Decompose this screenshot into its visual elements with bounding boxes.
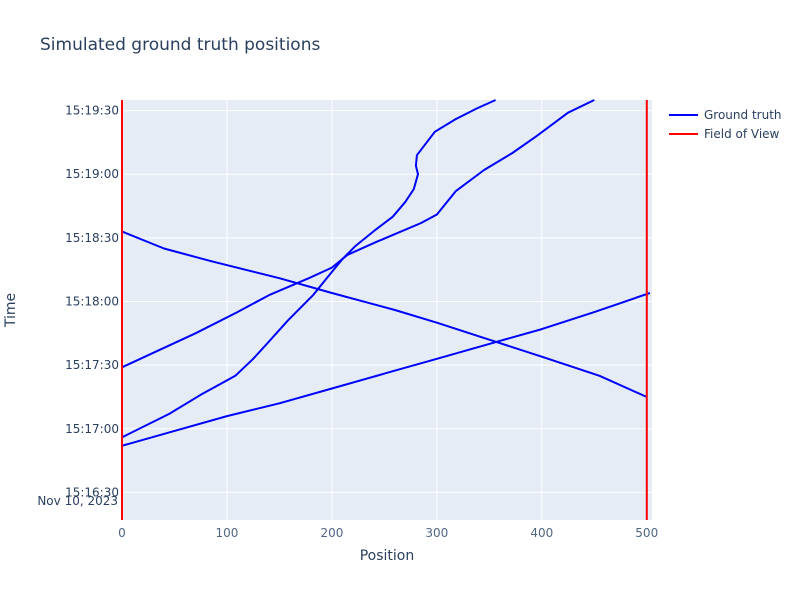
y-axis-label: Time	[3, 293, 19, 328]
series-line-ground-truth-3	[121, 292, 651, 447]
series-lines	[121, 99, 651, 520]
y-tick-label: 15:16:30	[65, 485, 119, 499]
x-tick-label: 500	[635, 526, 658, 540]
x-tick-label: 200	[320, 526, 343, 540]
legend-label-field-of-view: Field of View	[704, 127, 780, 141]
series-line-ground-truth-0	[121, 99, 497, 439]
y-tick-label: 15:19:00	[65, 167, 119, 181]
x-tick-labels: 0 100 200 300 400 500	[118, 526, 658, 540]
y-tick-label: 15:18:00	[65, 295, 119, 309]
y-tick-label: 15:19:30	[65, 104, 119, 118]
legend[interactable]: Ground truth Field of View	[669, 108, 782, 141]
y-tick-label: 15:18:30	[65, 231, 119, 245]
plot-background	[122, 100, 652, 520]
x-tick-label: 300	[425, 526, 448, 540]
y-tick-labels: 15:16:30 15:17:00 15:17:30 15:18:00 15:18:30…	[65, 104, 119, 500]
chart-title: Simulated ground truth positions	[40, 35, 320, 55]
x-tick-label: 100	[215, 526, 238, 540]
series-line-ground-truth-1	[121, 99, 595, 369]
series-line-ground-truth-2	[121, 230, 648, 398]
legend-label-ground-truth: Ground truth	[704, 108, 782, 122]
x-axis-label: Position	[360, 548, 415, 564]
y-axis-date-label: Nov 10, 2023	[37, 494, 118, 508]
legend-item-ground-truth[interactable]: Ground truth	[669, 108, 782, 122]
y-tick-label: 15:17:30	[65, 358, 119, 372]
x-tick-label: 0	[118, 526, 126, 540]
y-tick-label: 15:17:00	[65, 422, 119, 436]
x-tick-label: 400	[530, 526, 553, 540]
legend-item-field-of-view[interactable]: Field of View	[669, 127, 780, 141]
